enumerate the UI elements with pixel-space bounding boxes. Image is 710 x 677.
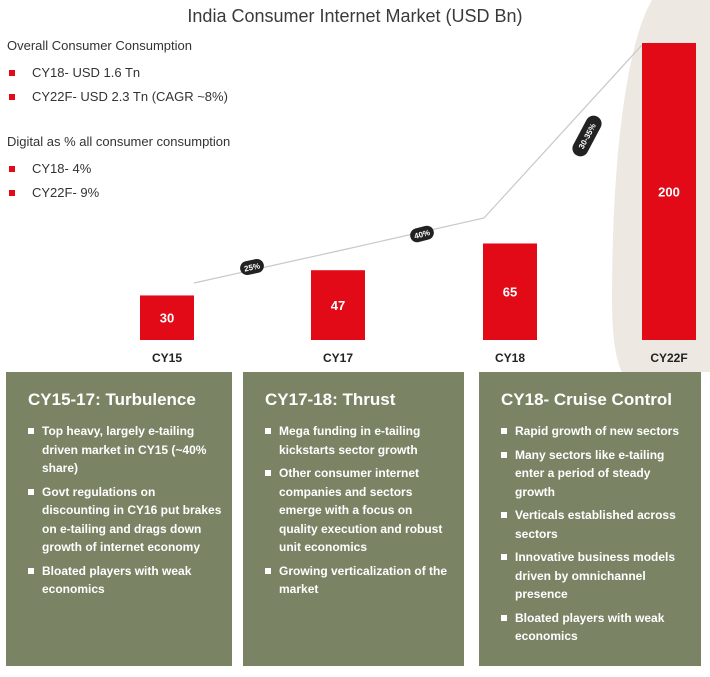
panel-bullet: Verticals established across sectors (501, 506, 691, 543)
panel-bullet: Mega funding in e-tailing kickstarts sec… (265, 422, 454, 459)
panel-bullet: Top heavy, largely e-tailing driven mark… (28, 422, 222, 478)
bullet-square-icon (9, 189, 15, 196)
bar-value-label: 200 (658, 185, 680, 200)
bar-value-label: 47 (331, 298, 345, 313)
panel-bullet: Rapid growth of new sectors (501, 422, 691, 441)
digital-item: CY18- 4% (9, 161, 91, 176)
consumption-item: CY18- USD 1.6 Tn (9, 65, 140, 80)
panel-cruise-control: CY18- Cruise Control Rapid growth of new… (479, 372, 701, 666)
panel-bullet-list: Rapid growth of new sectors Many sectors… (501, 422, 691, 646)
panel-bullet-list: Top heavy, largely e-tailing driven mark… (28, 422, 222, 599)
growth-rate-label: 25% (243, 261, 261, 273)
digital-heading: Digital as % all consumer consumption (7, 134, 231, 149)
panel-turbulence: CY15-17: Turbulence Top heavy, largely e… (6, 372, 232, 666)
digital-item: CY22F- 9% (9, 185, 99, 200)
bar-chart: 30 CY15 47 CY17 65 CY18 200 CY22F 25% 40% 30-35% (140, 43, 696, 365)
panel-bullet: Innovative business models driven by omn… (501, 548, 691, 604)
x-tick-label: CY15 (152, 351, 182, 365)
bar (311, 270, 365, 340)
growth-pill-background (240, 258, 264, 276)
panel-title: CY18- Cruise Control (501, 390, 672, 409)
bar (642, 43, 696, 340)
bar-value-label: 65 (503, 285, 517, 300)
growth-rate-pill: 40% (410, 225, 434, 243)
panel-bullet: Other consumer internet companies and se… (265, 464, 454, 557)
growth-connector-line (193, 44, 643, 284)
panel-thrust: CY17-18: Thrust Mega funding in e-tailin… (243, 372, 464, 666)
bar-value-label: 30 (160, 311, 174, 326)
x-tick-label: CY18 (495, 351, 525, 365)
panel-bullet-list: Mega funding in e-tailing kickstarts sec… (265, 422, 454, 599)
bar (483, 243, 537, 340)
panel-title: CY17-18: Thrust (265, 390, 396, 409)
panel-bullet: Bloated players with weak economics (501, 609, 691, 646)
growth-rate-pill: 30-35% (572, 115, 602, 157)
chart-title: India Consumer Internet Market (USD Bn) (187, 6, 523, 26)
growth-pill-background (410, 225, 434, 243)
growth-rate-pill: 25% (240, 258, 264, 276)
bullet-square-icon (9, 165, 15, 172)
panel-bullet: Growing verticalization of the market (265, 562, 454, 599)
growth-pill-background (572, 115, 602, 157)
consumption-heading: Overall Consumer Consumption (7, 38, 192, 53)
bullet-square-icon (9, 69, 15, 76)
growth-rate-label: 40% (413, 228, 431, 241)
x-tick-label: CY22F (650, 351, 687, 365)
panel-bullet: Bloated players with weak economics (28, 562, 222, 599)
panel-title: CY15-17: Turbulence (28, 390, 196, 409)
bullet-square-icon (9, 93, 15, 100)
x-tick-label: CY17 (323, 351, 353, 365)
panel-bullet: Govt regulations on discounting in CY16 … (28, 483, 222, 557)
panel-bullet: Many sectors like e-tailing enter a peri… (501, 446, 691, 502)
consumption-item: CY22F- USD 2.3 Tn (CAGR ~8%) (9, 89, 228, 104)
bar (140, 295, 194, 340)
